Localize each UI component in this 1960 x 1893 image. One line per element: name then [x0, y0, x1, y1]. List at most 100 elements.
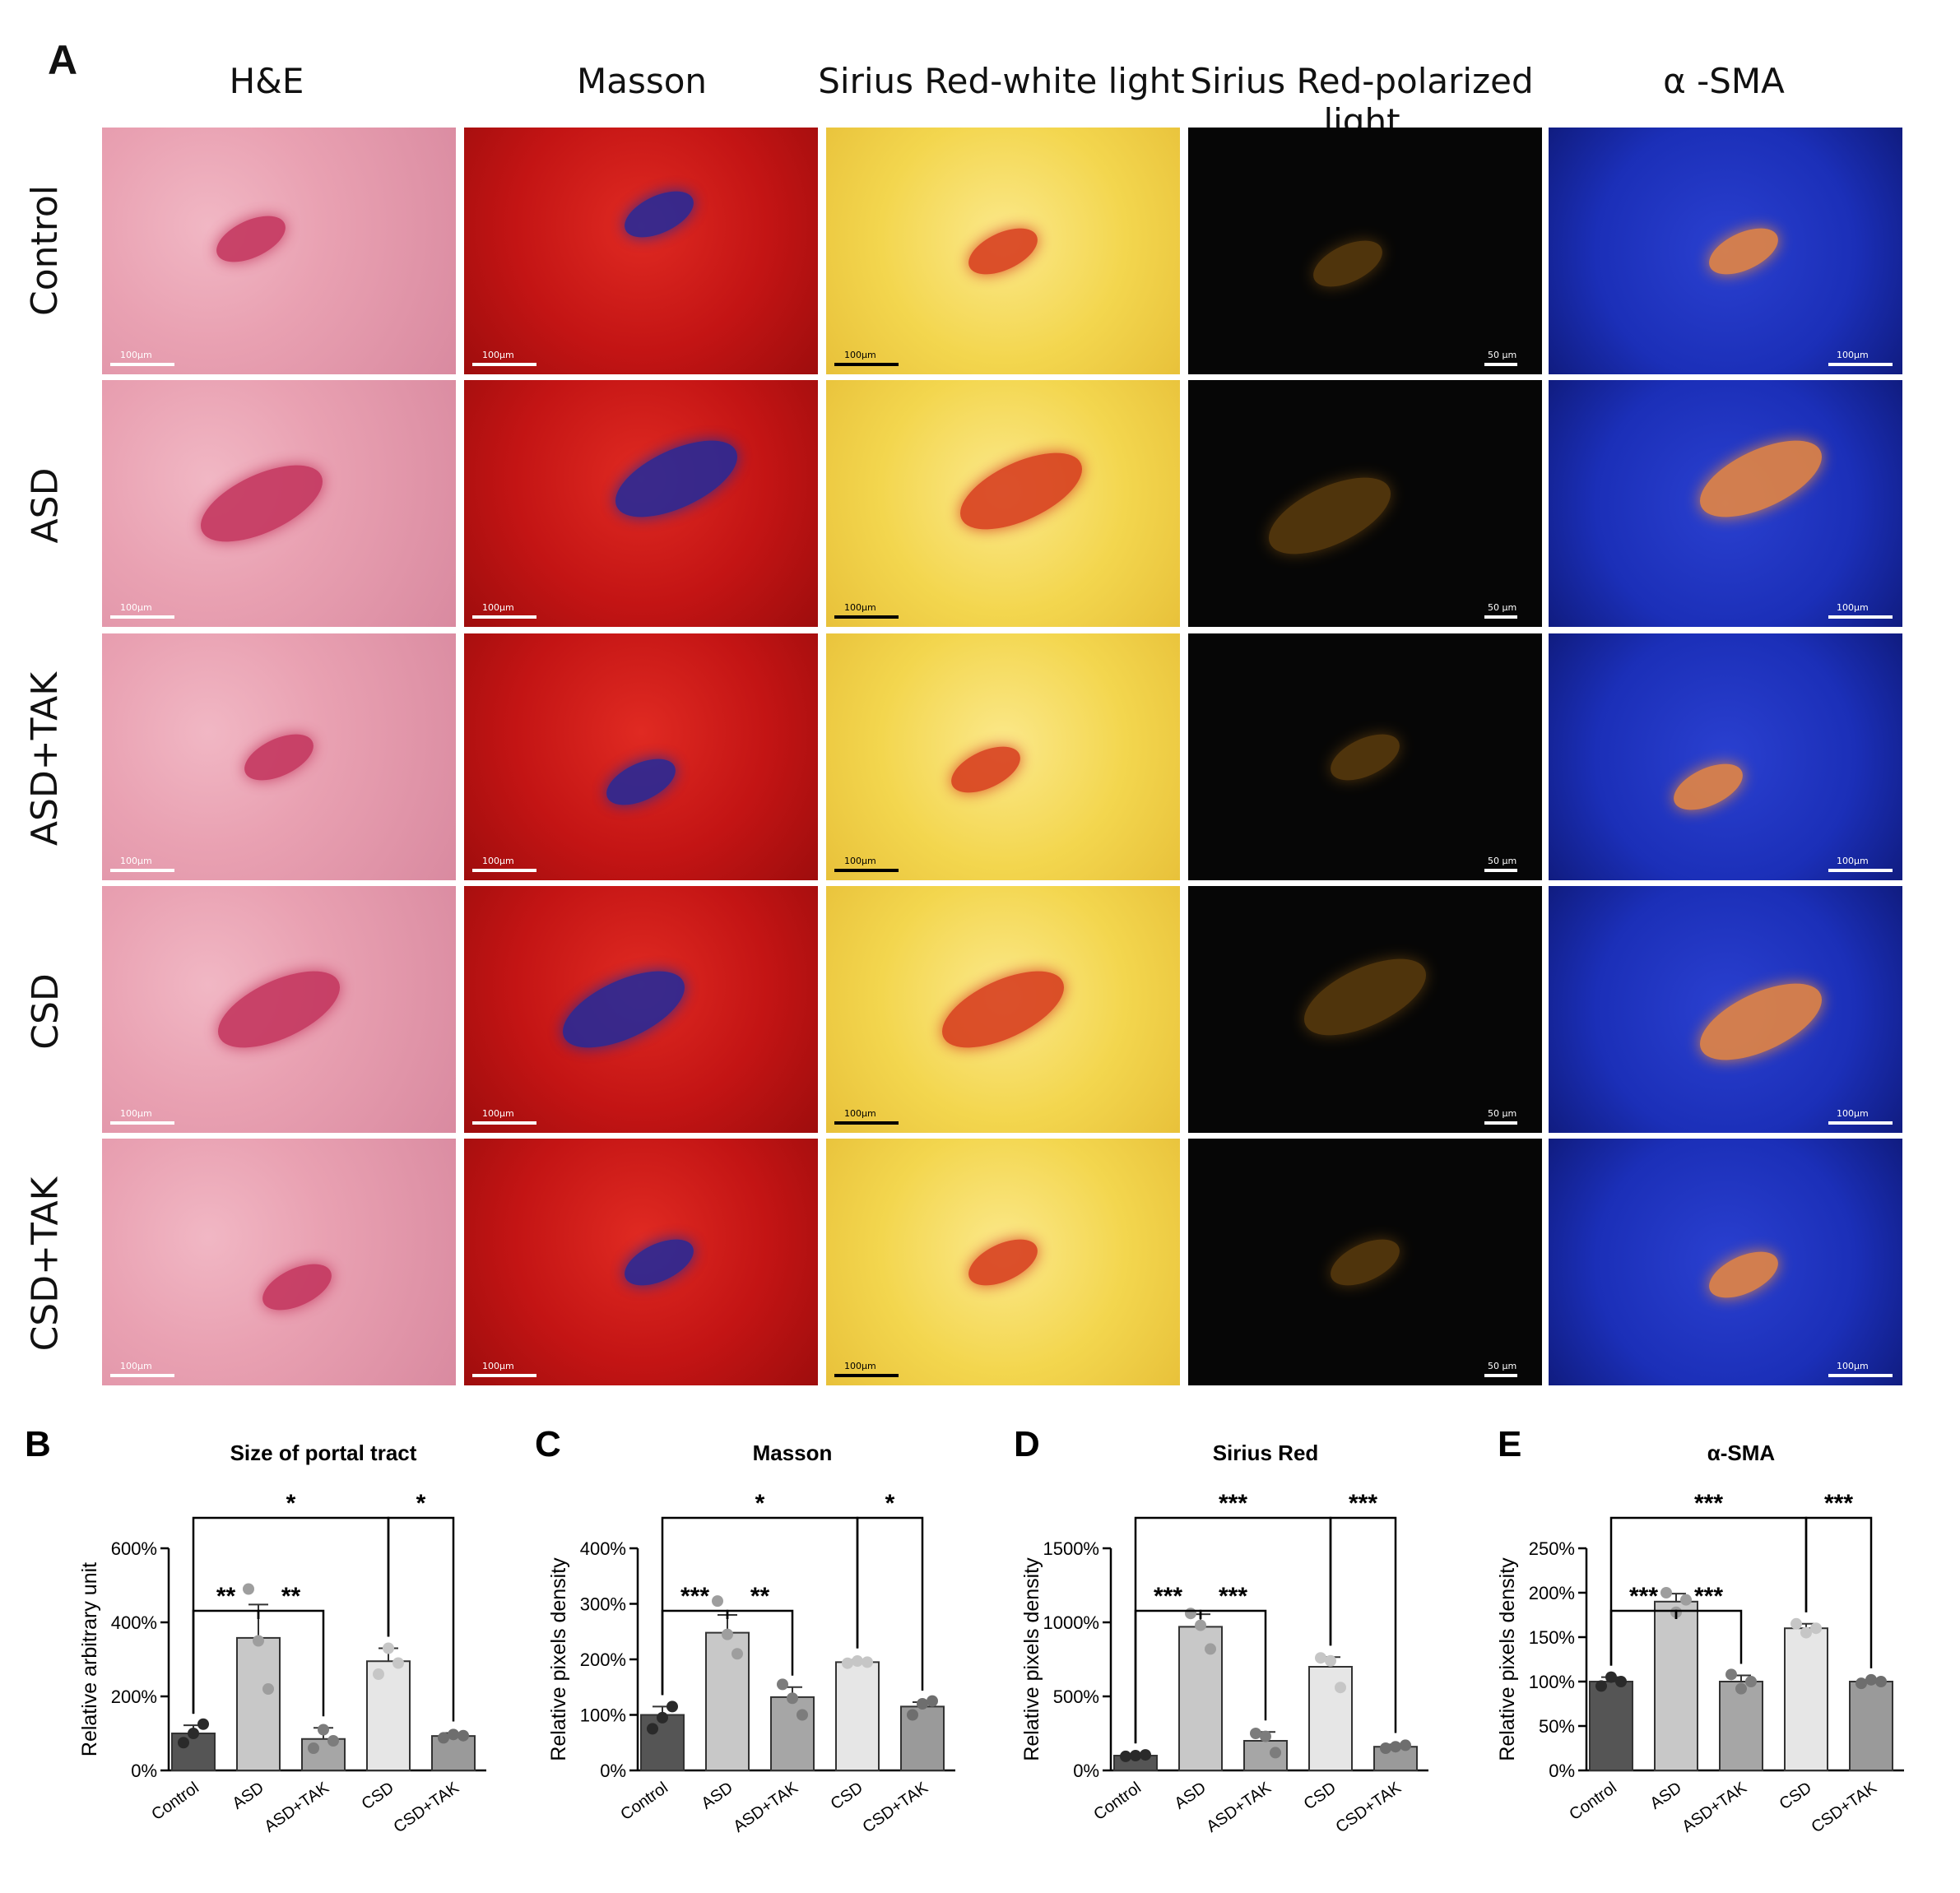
- data-point: [178, 1737, 189, 1749]
- data-point: [188, 1728, 199, 1739]
- data-point: [1390, 1741, 1401, 1753]
- y-tick-label: 0%: [1073, 1761, 1099, 1781]
- micrograph-sirius-polarized-asd: 50 µm: [1188, 380, 1542, 627]
- scale-bar: [1828, 1374, 1893, 1377]
- scale-bar: [834, 1121, 899, 1125]
- x-tick-label: ASD: [1172, 1779, 1210, 1813]
- scale-bar-label: 50 µm: [1488, 856, 1517, 866]
- significance-bracket: [661, 1609, 729, 1696]
- x-tick-label: ASD: [230, 1779, 267, 1813]
- significance-bracket: [1804, 1516, 1873, 1668]
- significance-bracket: [1329, 1516, 1397, 1733]
- bar-csd-tak: [1849, 1681, 1893, 1771]
- significance-label: ***: [1694, 1490, 1723, 1517]
- tissue-structure: [1323, 1229, 1407, 1295]
- data-point: [1130, 1750, 1141, 1761]
- data-point: [722, 1628, 733, 1640]
- x-tick-label: CSD+TAK: [1332, 1779, 1405, 1837]
- x-tick-label: ASD+TAK: [1203, 1779, 1275, 1836]
- micrograph-sirius-white-control: 100µm: [826, 128, 1180, 374]
- data-point: [797, 1709, 808, 1721]
- data-point: [392, 1657, 404, 1669]
- data-point: [1810, 1622, 1822, 1635]
- data-point: [842, 1657, 853, 1669]
- scale-bar: [110, 1121, 174, 1125]
- tissue-structure: [617, 1229, 700, 1295]
- micrograph-masson-asd-tak: 100µm: [464, 633, 818, 880]
- micrograph-sirius-white-csd-tak: 100µm: [826, 1139, 1180, 1385]
- significance-label: **: [281, 1583, 301, 1610]
- y-tick-label: 400%: [111, 1612, 157, 1633]
- tissue-structure: [551, 955, 695, 1064]
- chart-title: Sirius Red: [1213, 1441, 1319, 1465]
- data-point: [1865, 1673, 1877, 1686]
- y-axis-label: Relative arbitrary unit: [78, 1562, 101, 1756]
- tissue-structure: [961, 1229, 1045, 1295]
- scale-bar: [1828, 363, 1893, 366]
- scale-bar: [472, 363, 536, 366]
- micrograph-sma-csd-tak: 100µm: [1549, 1139, 1902, 1385]
- data-point: [1380, 1742, 1391, 1754]
- panel-label-a: A: [48, 37, 78, 83]
- data-point: [1875, 1676, 1887, 1687]
- scale-bar-label: 100µm: [1837, 1361, 1869, 1371]
- bar-csd: [366, 1660, 411, 1771]
- scale-bar: [110, 1374, 174, 1377]
- tissue-structure: [944, 736, 1027, 802]
- data-point: [262, 1683, 274, 1695]
- data-point: [1660, 1587, 1672, 1598]
- column-header-sirius-white: Sirius Red-white light: [818, 61, 1185, 101]
- tissue-structure: [604, 425, 749, 533]
- data-point: [666, 1700, 678, 1713]
- bar-asd-tak: [301, 1738, 346, 1771]
- scale-bar-label: 50 µm: [1488, 1108, 1517, 1119]
- y-tick-label: 1000%: [1043, 1612, 1099, 1633]
- significance-label: ***: [1219, 1583, 1247, 1610]
- tissue-structure: [237, 724, 321, 790]
- data-point: [1670, 1606, 1682, 1618]
- micrograph-sirius-white-asd-tak: 100µm: [826, 633, 1180, 880]
- significance-bracket: [387, 1516, 455, 1722]
- significance-label: *: [755, 1490, 765, 1517]
- bar-csd-tak: [900, 1705, 945, 1771]
- scale-bar-label: 100µm: [482, 350, 514, 360]
- scale-bar: [1484, 1121, 1517, 1125]
- scale-bar-label: 100µm: [120, 1361, 152, 1371]
- data-point: [862, 1656, 873, 1668]
- bar-asd: [1178, 1626, 1223, 1772]
- micrograph-he-csd: 100µm: [102, 886, 456, 1133]
- x-tick-label: ASD: [1647, 1779, 1685, 1813]
- scale-bar-label: 100µm: [120, 1108, 152, 1119]
- data-point: [457, 1729, 469, 1742]
- tissue-structure: [1323, 724, 1407, 790]
- scale-bar: [1484, 869, 1517, 872]
- y-tick-label: 0%: [600, 1761, 626, 1781]
- y-axis-label: Relative pixels density: [1020, 1557, 1043, 1761]
- scale-bar: [472, 869, 536, 872]
- significance-label: *: [885, 1490, 895, 1517]
- significance-bracket: [1134, 1609, 1202, 1744]
- bar-asd: [1654, 1600, 1698, 1772]
- significance-bracket: [726, 1609, 794, 1676]
- significance-label: **: [216, 1583, 236, 1610]
- micrograph-sma-asd: 100µm: [1549, 380, 1902, 627]
- scale-bar-label: 100µm: [1837, 856, 1869, 866]
- micrograph-sirius-white-csd: 100µm: [826, 886, 1180, 1133]
- data-point: [1605, 1671, 1617, 1683]
- column-header-sirius-polarized: Sirius Red-polarized light: [1190, 61, 1534, 142]
- scale-bar: [110, 615, 174, 619]
- significance-bracket: [1609, 1609, 1678, 1666]
- y-tick-label: 600%: [111, 1538, 157, 1559]
- data-point: [1270, 1747, 1281, 1759]
- scale-bar-label: 50 µm: [1488, 350, 1517, 360]
- y-tick-label: 100%: [1529, 1672, 1575, 1692]
- x-tick-label: Control: [1566, 1779, 1619, 1824]
- significance-bracket: [1134, 1516, 1332, 1744]
- scale-bar: [1484, 363, 1517, 366]
- scale-bar-label: 100µm: [120, 602, 152, 613]
- x-tick-label: CSD: [359, 1779, 397, 1813]
- bar-asd-tak: [1243, 1740, 1288, 1771]
- scale-bar: [110, 869, 174, 872]
- significance-bracket: [192, 1516, 390, 1714]
- data-point: [1790, 1617, 1802, 1630]
